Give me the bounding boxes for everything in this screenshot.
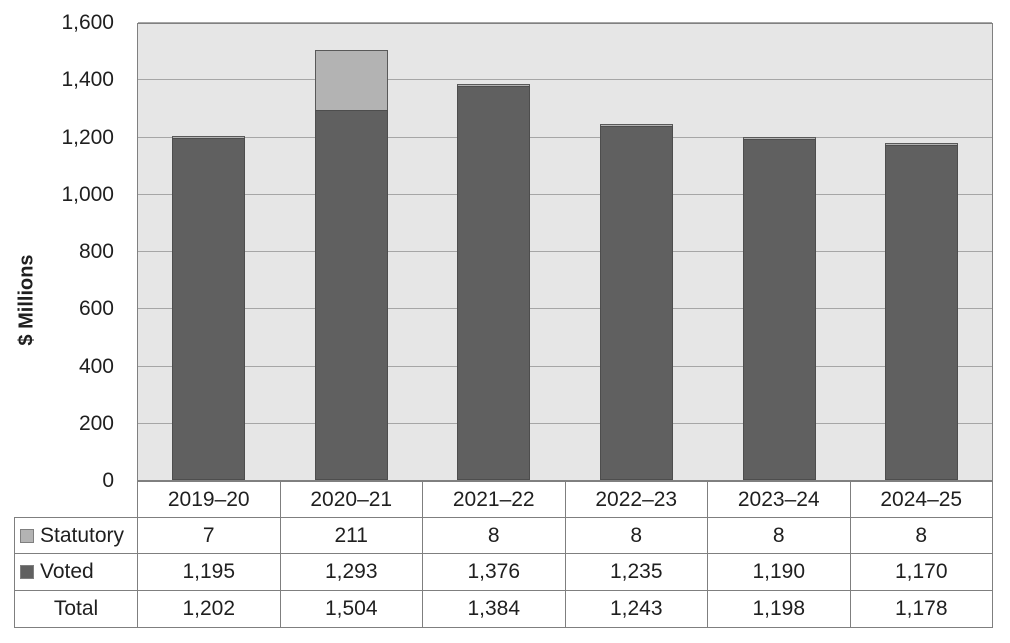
bar-segment-statutory <box>742 137 816 140</box>
chart-data-table: 2019–20 2020–21 2021–22 2022–23 2023–24 2024–… <box>14 481 993 628</box>
bar-2019–20 <box>171 135 245 480</box>
bar-segment-voted <box>599 126 673 480</box>
table-cell-statutory: 8 <box>849 517 993 554</box>
gridline <box>138 79 992 81</box>
year-header-cell: 2020–21 <box>279 481 423 518</box>
y-tick-label: 0 <box>102 469 114 492</box>
table-cell-statutory: 7 <box>137 517 281 554</box>
gridline <box>138 422 992 424</box>
table-cell-voted: 1,190 <box>707 553 851 591</box>
table-corner-blank <box>15 482 138 518</box>
gridline <box>138 365 992 367</box>
table-cell-voted: 1,376 <box>422 553 566 591</box>
gridline <box>138 193 992 195</box>
y-tick-label: 200 <box>78 411 114 435</box>
table-cell-voted: 1,293 <box>279 553 423 591</box>
y-tick-label: 600 <box>78 297 114 321</box>
gridline <box>138 251 992 252</box>
table-cell-total: 1,202 <box>137 590 281 628</box>
table-row-total: Total 1,202 1,504 1,384 1,243 1,198 1,178 <box>14 590 993 628</box>
table-cell-statutory: 8 <box>707 517 851 554</box>
y-tick-label: 800 <box>78 240 114 263</box>
bar-2020–21 <box>314 49 388 480</box>
bar-2023–24 <box>742 137 816 480</box>
table-row-statutory: Statutory 7 211 8 8 8 8 <box>14 517 993 554</box>
bar-2022–23 <box>599 124 673 480</box>
table-row-voted: Voted 1,195 1,293 1,376 1,235 1,190 1,170 <box>14 553 993 591</box>
y-tick-label: 400 <box>78 354 114 378</box>
table-cell-voted: 1,235 <box>564 553 708 591</box>
table-cell-total: 1,198 <box>707 590 851 628</box>
y-tick-label: 1,600 <box>61 11 114 34</box>
bar-segment-statutory <box>599 124 673 127</box>
table-cell-total: 1,243 <box>564 590 708 628</box>
year-header-cell: 2021–22 <box>422 481 566 518</box>
bar-2021–22 <box>457 83 531 480</box>
y-tick-label: 1,000 <box>61 182 114 206</box>
bar-segment-voted <box>314 109 388 480</box>
y-tick-label: 1,200 <box>61 125 114 149</box>
table-cell-voted: 1,170 <box>849 553 993 591</box>
bar-segment-statutory <box>457 83 531 87</box>
legend-swatch-voted <box>20 565 34 579</box>
year-header-cell: 2019–20 <box>137 481 281 518</box>
gridline <box>138 308 992 310</box>
gridline <box>138 136 992 138</box>
year-header-cell: 2022–23 <box>564 481 708 518</box>
row-label-total: Total <box>14 590 138 628</box>
bar-segment-statutory <box>171 135 245 138</box>
bar-2024–25 <box>885 142 959 480</box>
table-cell-statutory: 211 <box>279 517 423 554</box>
gridline <box>138 22 992 23</box>
year-header-cell: 2023–24 <box>707 481 851 518</box>
table-cell-voted: 1,195 <box>137 553 281 591</box>
bar-segment-voted <box>457 86 531 480</box>
row-label-statutory: Statutory <box>14 517 138 554</box>
table-cell-total: 1,504 <box>279 590 423 628</box>
bar-segment-statutory <box>314 49 388 110</box>
table-cell-statutory: 8 <box>422 517 566 554</box>
year-header-cell: 2024–25 <box>849 481 993 518</box>
plot-area <box>137 22 993 481</box>
bar-segment-voted <box>885 145 959 480</box>
row-label-voted: Voted <box>14 553 138 591</box>
table-cell-total: 1,178 <box>849 590 993 628</box>
bar-segment-voted <box>742 139 816 480</box>
table-cell-statutory: 8 <box>564 517 708 554</box>
table-cell-total: 1,384 <box>422 590 566 628</box>
legend-swatch-statutory <box>20 528 34 543</box>
bar-segment-voted <box>171 137 245 480</box>
bar-segment-statutory <box>885 142 959 146</box>
y-tick-label: 1,400 <box>61 68 114 92</box>
